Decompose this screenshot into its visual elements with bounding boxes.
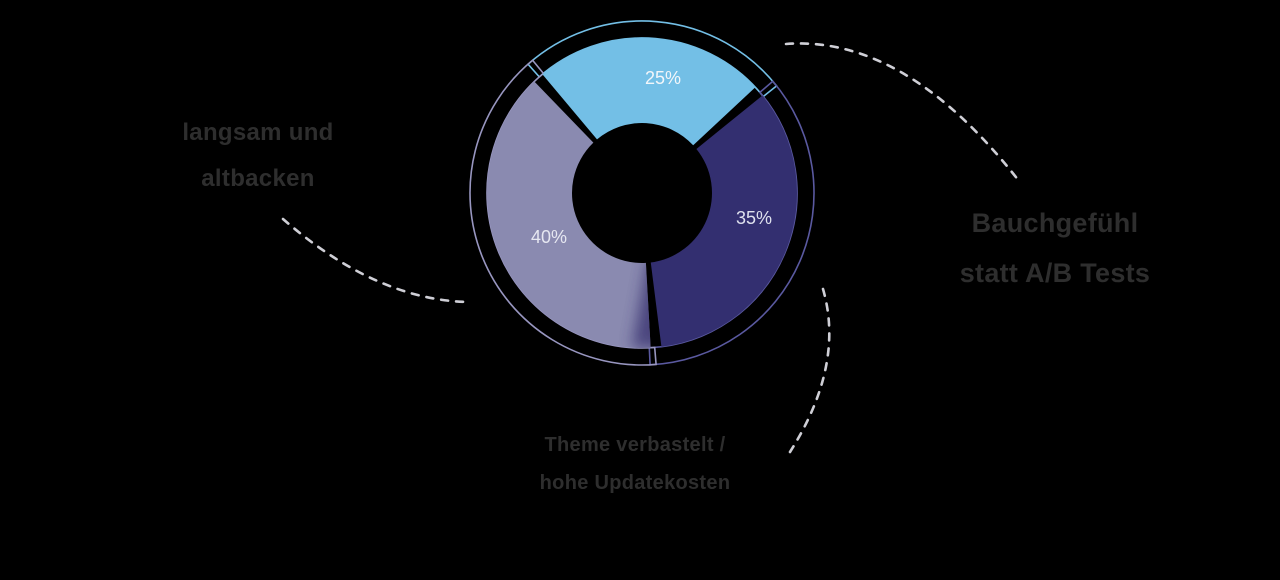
svg-text:25%: 25%	[645, 68, 681, 88]
svg-text:40%: 40%	[531, 227, 567, 247]
svg-text:35%: 35%	[736, 208, 772, 228]
